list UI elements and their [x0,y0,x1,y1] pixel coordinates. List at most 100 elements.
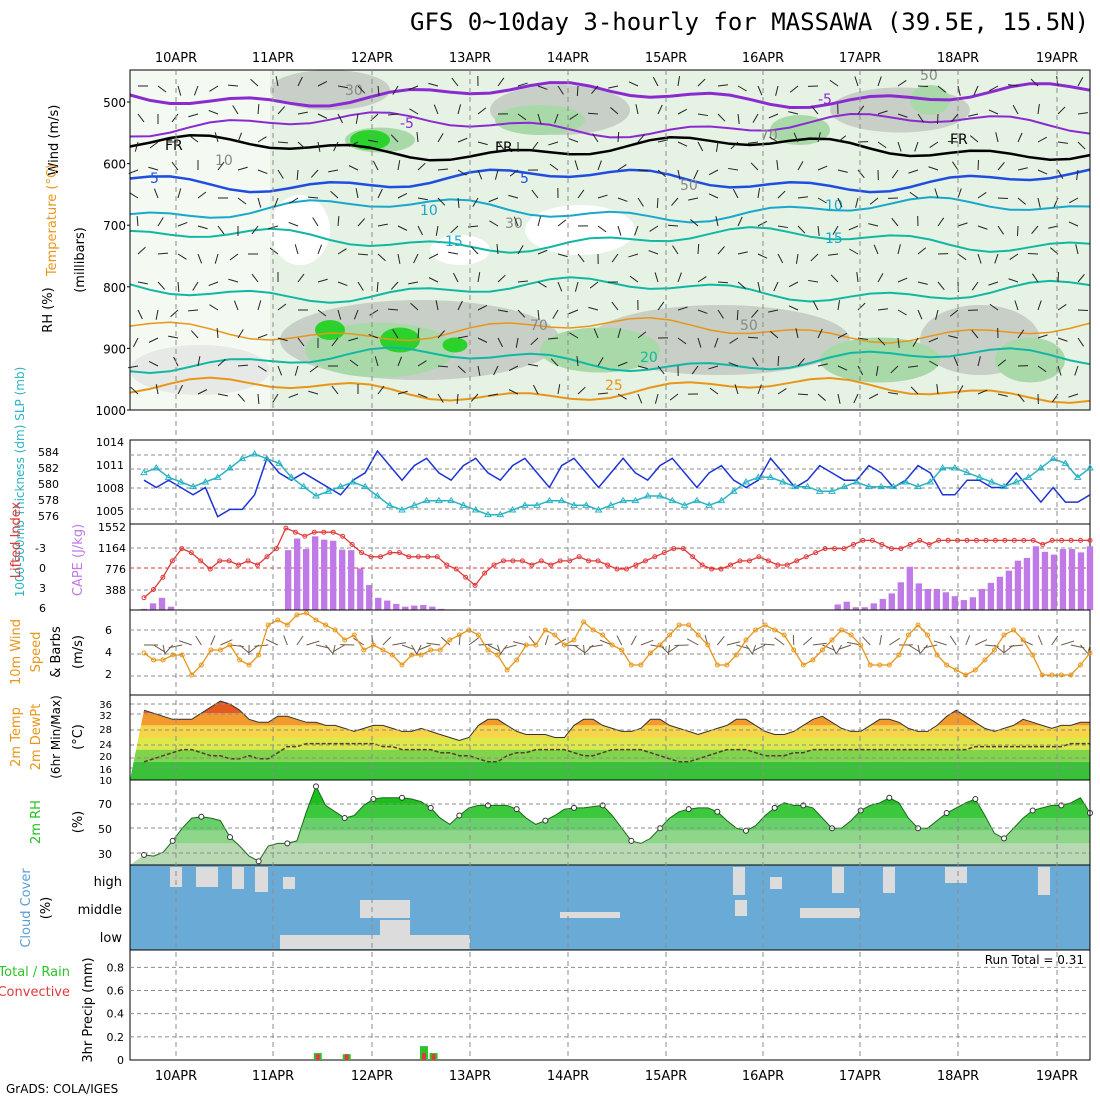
wind-barb [797,196,808,199]
wind-barb [417,225,423,236]
wind-speed-point [647,650,653,656]
wind-barb-10m [195,635,202,646]
li-point [803,554,809,560]
wind-barb [493,365,499,376]
wind-barb [531,141,539,151]
wind-barb-10m [716,636,725,646]
cape-bar [1005,570,1013,610]
wind-barb [451,77,459,87]
wind-barb [997,197,1009,200]
li-point [453,566,459,572]
wind-speed-point [915,622,921,628]
thickness-point [643,492,652,499]
upper-label-wind: Wind (m/s) [47,105,62,176]
wind-barb [477,365,481,376]
wind-barb [214,253,219,264]
wind-barb [331,337,339,347]
wind-barb [277,365,283,376]
wind-barb [908,169,919,174]
li-point [396,550,402,556]
wind-barb [569,113,579,120]
wind-barb-10m [674,644,689,647]
thickness-point [852,478,861,485]
thickness-point [570,501,578,508]
wind-speed-point [733,652,739,658]
thickness-point [496,510,505,518]
cape-bar [1077,552,1085,610]
wind-barb [808,279,819,283]
wind-barb [1017,393,1025,403]
wind-ytick: 2 [105,668,112,681]
li-point [245,558,251,564]
wind-barb [997,393,1008,397]
wind-barb [170,309,179,318]
wind-speed-point [380,647,386,653]
rh-point [341,815,348,822]
wind-barb [1077,141,1086,150]
upper-ytick: 1000 [95,404,126,418]
thickness-point [361,482,370,490]
wind-barb [877,273,884,283]
wind-speed-point [590,627,596,633]
bottom-date-label: 16APR [742,1069,784,1084]
wind-barb [617,225,622,236]
wind-barb [417,360,427,367]
wind-barb [635,104,639,115]
wind-barb [168,335,179,339]
wind-barb [237,197,247,205]
contour-label: 25 [605,378,623,394]
wind-barb [637,365,648,370]
wind-barb [957,385,964,395]
wind-barb [672,245,679,255]
wind-barb [277,141,289,144]
temp-contour-5 [129,226,1091,254]
wind-speed-point [456,632,462,638]
cloud-clear [196,867,218,887]
wind-barb [591,85,599,94]
bottom-date-label: 19APR [1036,1069,1078,1084]
wind-barb [257,136,267,143]
wind-barb-10m [803,636,813,646]
rh-point [1001,835,1007,842]
wind-barb [832,225,839,235]
wind-barb [817,328,823,339]
wind-barb [628,253,639,258]
thickness-point [766,473,775,480]
li-point [292,529,298,535]
cape-bar [996,576,1004,610]
cape-bar [1014,560,1022,610]
contour-label: -5 [818,92,832,108]
wind-speed-point [323,622,329,628]
wind-barb-10m [667,644,671,656]
wind-barb [457,104,462,115]
wind-barb [934,188,939,199]
wind-barb [337,281,348,287]
li-point [444,562,450,568]
wind-barb [788,111,799,115]
wind-barb [531,189,539,199]
wind-barb [797,393,809,396]
wind-barb [550,358,559,367]
wind-barb [628,81,639,87]
wind-speed-point [657,642,663,648]
li-point [198,558,204,564]
wind-frame [129,609,1091,696]
wind-barb [957,188,962,199]
wind-barb [951,113,959,122]
cloud-level-label: low [100,931,123,946]
wind-barb [1031,273,1039,283]
wind-barb [130,386,139,395]
wind-barb [397,160,401,171]
cape-bar [987,582,995,610]
wind-barb [574,160,579,171]
li-point [851,541,856,547]
thickness-point [717,496,726,504]
wind-barb [129,192,139,199]
wind-barb-10m [1080,644,1089,654]
li-point [1040,541,1046,547]
wind-barb [307,196,319,199]
wind-barb [197,253,203,264]
wind-barb [737,85,747,92]
wind-barb [617,393,627,400]
precip-ytick: 0 [117,1054,124,1067]
